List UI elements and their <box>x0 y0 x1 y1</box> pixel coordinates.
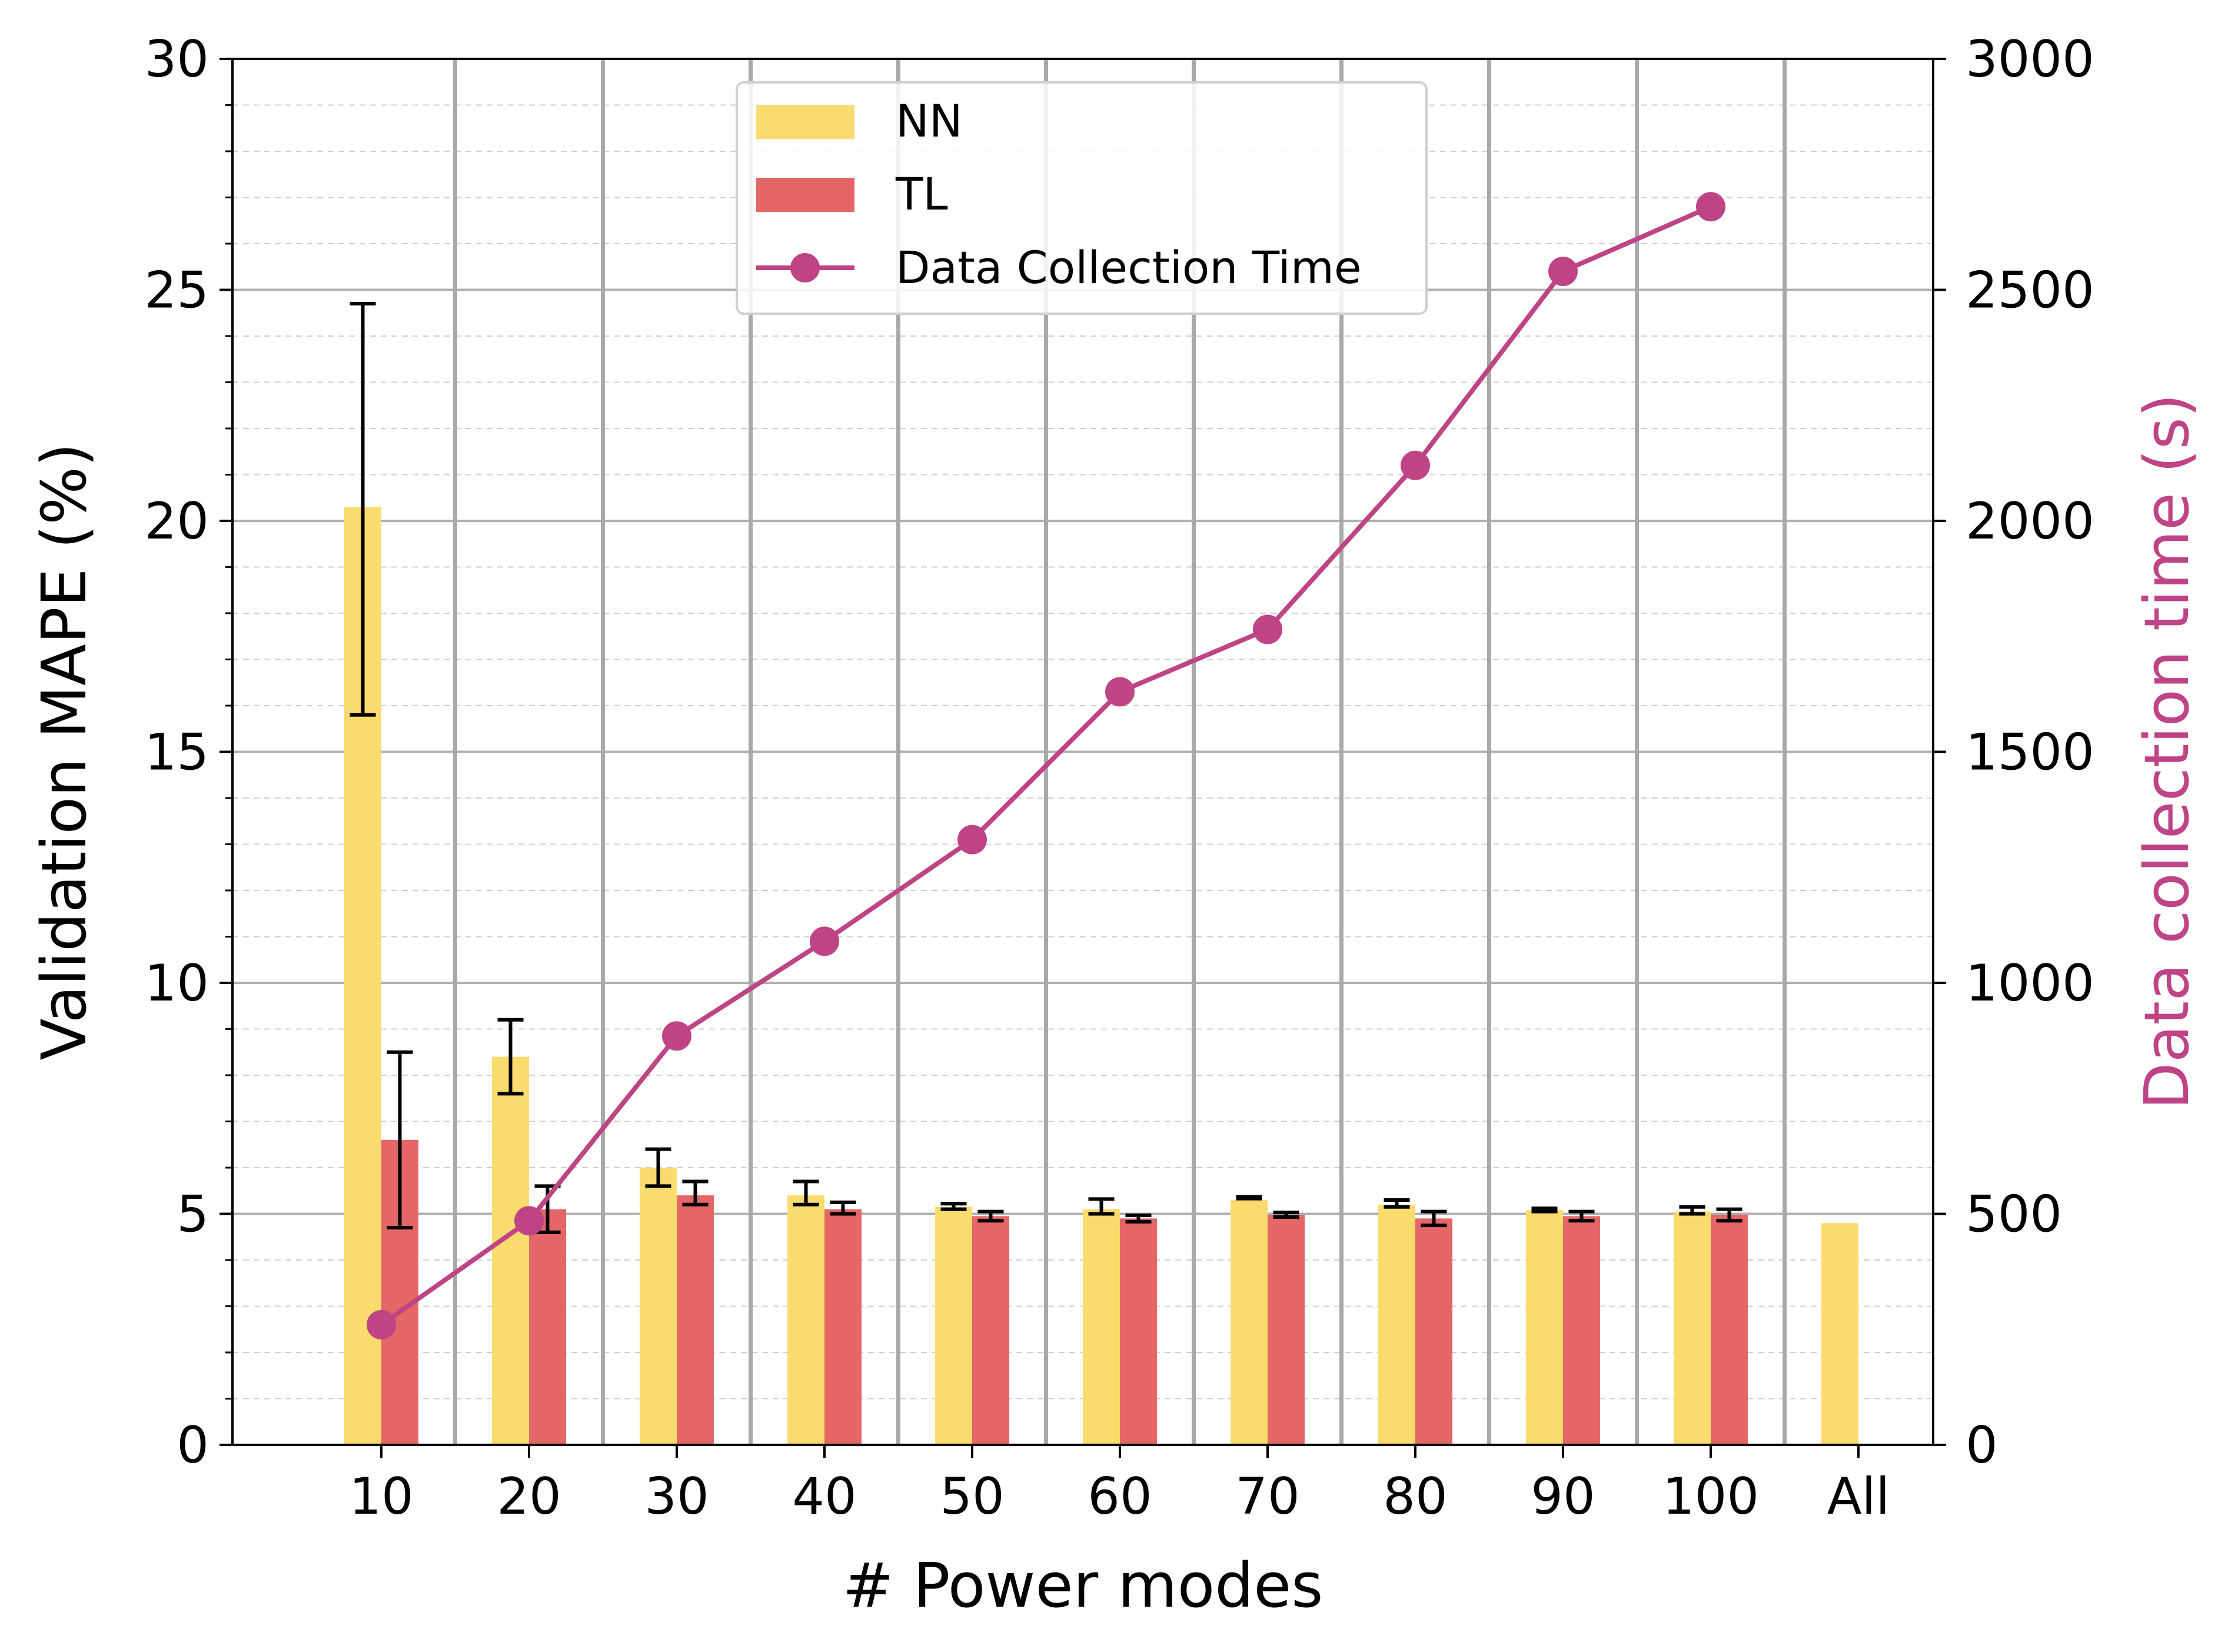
time-point <box>367 1309 396 1339</box>
left-tick-label: 10 <box>145 954 209 1013</box>
nn-error-bar <box>1384 1198 1410 1209</box>
tl-bar <box>972 1216 1009 1445</box>
right-tick-label: 3000 <box>1966 30 2094 89</box>
left-tick-label: 15 <box>145 723 209 782</box>
left-tick-label: 5 <box>177 1185 209 1244</box>
right-axis-ticks: 0 500 1000 1500 2000 2500 3000 <box>1933 30 2094 1475</box>
right-tick-label: 1500 <box>1966 723 2094 782</box>
tl-bar <box>529 1209 566 1445</box>
nn-bar <box>1674 1211 1711 1445</box>
nn-bar <box>640 1168 677 1445</box>
tl-error-bar <box>1568 1209 1595 1223</box>
nn-error-bar <box>1679 1205 1705 1216</box>
right-tick-label: 500 <box>1966 1185 2062 1244</box>
nn-bar <box>1231 1199 1268 1445</box>
x-tick-label: 60 <box>1088 1467 1152 1526</box>
legend-box <box>736 81 1428 315</box>
left-axis-ticks: 0 5 10 15 20 25 30 <box>145 30 232 1475</box>
x-tick-label: 80 <box>1383 1467 1447 1526</box>
time-point <box>1401 450 1430 480</box>
tl-error-bar <box>682 1179 709 1206</box>
left-tick-label: 20 <box>145 492 209 551</box>
nn-bar <box>492 1056 529 1445</box>
nn-bar <box>1821 1223 1858 1445</box>
nn-error-bar <box>940 1202 967 1211</box>
right-tick-label: 2000 <box>1966 492 2094 551</box>
x-tick-label: 90 <box>1531 1467 1595 1526</box>
tl-error-bar <box>387 1050 413 1230</box>
nn-bar <box>787 1195 824 1445</box>
x-tick-label: All <box>1827 1467 1890 1526</box>
tl-bar <box>1711 1215 1748 1445</box>
data-collection-time-line <box>367 192 1725 1339</box>
time-point <box>810 926 839 956</box>
x-tick-label: 50 <box>940 1467 1004 1526</box>
x-tick-label: 20 <box>497 1467 561 1526</box>
error-bars <box>350 302 1743 1234</box>
x-axis-label: # Power modes <box>843 1550 1324 1621</box>
time-point <box>662 1021 691 1051</box>
time-point <box>957 825 987 855</box>
time-point <box>1696 192 1725 222</box>
x-tick-label: 70 <box>1235 1467 1299 1526</box>
time-line <box>380 204 1712 1327</box>
nn-bar <box>1526 1210 1563 1445</box>
legend-label-time: Data Collection Time <box>896 241 1362 294</box>
tl-bar <box>1268 1215 1305 1445</box>
tl-bar <box>1563 1216 1600 1445</box>
legend-swatch-tl <box>756 178 854 212</box>
legend: NN TL Data Collection Time <box>736 81 1428 315</box>
tl-bar <box>824 1209 862 1445</box>
x-tick-label: 40 <box>792 1467 856 1526</box>
tl-error-bar <box>1125 1213 1152 1224</box>
right-tick-label: 0 <box>1966 1416 1998 1475</box>
nn-error-bar <box>645 1147 671 1188</box>
legend-label-tl: TL <box>895 168 948 220</box>
tl-bar <box>1415 1218 1452 1445</box>
x-tick-label: 10 <box>349 1467 413 1526</box>
nn-error-bar <box>350 302 376 717</box>
legend-swatch-nn <box>756 105 854 139</box>
tl-error-bar <box>977 1209 1004 1223</box>
nn-error-bar <box>497 1018 524 1096</box>
nn-bar <box>1378 1204 1415 1445</box>
nn-error-bar <box>1088 1197 1115 1216</box>
time-point <box>1253 614 1282 644</box>
tl-error-bar <box>1716 1207 1743 1223</box>
y2-axis-label: Data collection time (s) <box>2131 394 2203 1110</box>
nn-bar <box>935 1206 972 1445</box>
tl-error-bar <box>1421 1209 1447 1228</box>
nn-error-bar <box>1531 1206 1558 1214</box>
right-tick-label: 1000 <box>1966 954 2094 1013</box>
time-point <box>1105 677 1135 707</box>
tl-error-bar <box>830 1200 856 1216</box>
tl-bar <box>1120 1218 1157 1445</box>
x-tick-label: 30 <box>644 1467 709 1526</box>
tl-error-bar <box>1273 1211 1299 1219</box>
nn-bar <box>1083 1209 1120 1445</box>
x-axis-ticks: 10 20 30 40 50 60 70 80 90 100 All <box>349 1445 1890 1526</box>
legend-label-nn: NN <box>896 95 963 147</box>
nn-error-bar <box>1236 1195 1262 1201</box>
right-tick-label: 2500 <box>1966 261 2094 320</box>
tl-bar <box>677 1195 714 1445</box>
time-point <box>514 1206 544 1236</box>
left-tick-label: 30 <box>145 30 209 89</box>
left-tick-label: 25 <box>145 261 209 320</box>
legend-marker-time <box>790 253 820 282</box>
left-tick-label: 0 <box>177 1416 209 1475</box>
y-axis-label: Validation MAPE (%) <box>28 443 100 1061</box>
x-tick-label: 100 <box>1662 1467 1759 1526</box>
nn-error-bar <box>793 1179 819 1206</box>
time-point <box>1548 257 1578 287</box>
